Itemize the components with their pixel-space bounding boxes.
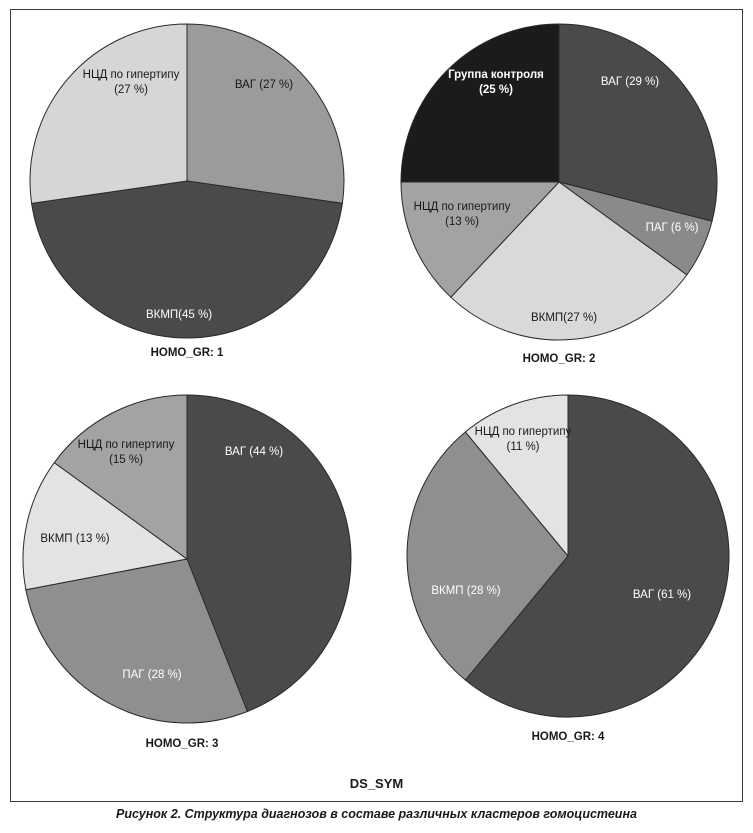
slice-label: НЦД по гипертипу (15 %) bbox=[78, 439, 175, 466]
chart-title: HOMO_GR: 4 bbox=[532, 731, 605, 743]
slice-label: ВАГ (61 %) bbox=[633, 589, 691, 601]
slice-label: НЦД по гипертипу (27 %) bbox=[83, 69, 180, 96]
pie-chart-1: ВАГ (27 %) ВКМП(45 %) НЦД по гипертипу (27 … bbox=[29, 23, 345, 359]
chart-title: HOMO_GR: 2 bbox=[523, 353, 596, 365]
slice-label: ВКМП (28 %) bbox=[431, 585, 500, 597]
slice-label: Группа контроля (25 %) bbox=[448, 69, 544, 96]
slice-label: ПАГ (6 %) bbox=[646, 222, 699, 234]
footer-title: DS_SYM bbox=[349, 776, 404, 791]
pie-chart-3: ВАГ (44 %) ПАГ (28 %) ВКМП (13 %) НЦД по ги… bbox=[22, 394, 352, 750]
chart-title: HOMO_GR: 3 bbox=[146, 738, 219, 750]
slice-label: НЦД по гипертипу (13 %) bbox=[414, 201, 511, 228]
pie-slice bbox=[558, 23, 718, 222]
pie-slice bbox=[400, 23, 560, 183]
pie-slice bbox=[53, 394, 188, 560]
chart-title: HOMO_GR: 1 bbox=[151, 347, 224, 359]
slice-label: ПАГ (28 %) bbox=[122, 669, 181, 681]
pie-slice bbox=[464, 394, 730, 718]
pie-slice bbox=[25, 558, 249, 724]
pie-slice bbox=[31, 180, 343, 339]
slice-label: ВАГ (27 %) bbox=[235, 79, 293, 91]
figure-caption: Рисунок 2. Структура диагнозов в составе… bbox=[116, 807, 637, 821]
slice-label: ВАГ (29 %) bbox=[601, 76, 659, 88]
slice-label: ВАГ (44 %) bbox=[225, 446, 283, 458]
slice-label: ВКМП(45 %) bbox=[146, 309, 212, 321]
pie-slice bbox=[464, 394, 569, 558]
slice-label: ВКМП (13 %) bbox=[40, 533, 109, 545]
figure-frame bbox=[10, 9, 743, 802]
slice-label: НЦД по гипертипу (11 %) bbox=[475, 426, 572, 453]
slice-label: ВКМП(27 %) bbox=[531, 312, 597, 324]
pie-slice bbox=[400, 181, 561, 298]
pie-slice bbox=[22, 461, 189, 591]
pie-slice bbox=[450, 181, 688, 341]
pie-slice bbox=[406, 431, 569, 681]
pie-slice bbox=[29, 23, 188, 204]
pie-slice bbox=[186, 394, 352, 713]
pie-chart-4: ВАГ (61 %) ВКМП (28 %) НЦД по гипертипу (11… bbox=[406, 394, 730, 743]
pie-slice bbox=[186, 23, 345, 204]
pie-chart-2: ВАГ (29 %) ПАГ (6 %) ВКМП(27 %) НЦД по гипе… bbox=[400, 23, 718, 365]
